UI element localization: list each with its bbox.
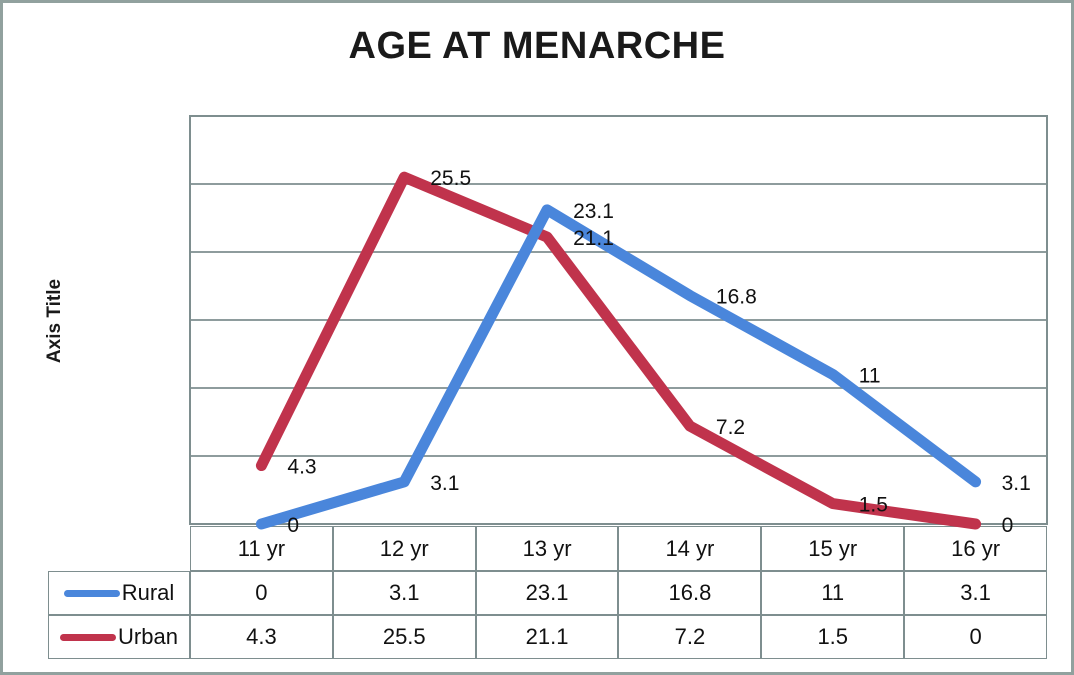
data-label-urban-4: 1.5 bbox=[859, 494, 888, 517]
category-header-2: 13 yr bbox=[475, 526, 619, 571]
data-label-urban-2: 21.1 bbox=[573, 227, 614, 250]
table-cell-rural-2: 23.1 bbox=[475, 571, 619, 615]
data-label-rural-2: 23.1 bbox=[573, 200, 614, 223]
data-label-rural-4: 11 bbox=[859, 364, 881, 387]
table-cell-urban-0: 4.3 bbox=[190, 615, 333, 659]
table-corner-spacer bbox=[48, 526, 190, 571]
table-cell-urban-5: 0 bbox=[904, 615, 1047, 659]
category-header-3: 14 yr bbox=[618, 526, 762, 571]
series-line-rural bbox=[255, 204, 982, 530]
table-cell-rural-5: 3.1 bbox=[904, 571, 1047, 615]
table-cell-rural-3: 16.8 bbox=[618, 571, 762, 615]
data-label-rural-3: 16.8 bbox=[716, 286, 757, 309]
data-label-urban-3: 7.2 bbox=[716, 416, 745, 439]
category-header-4: 15 yr bbox=[761, 526, 905, 571]
table-cell-urban-4: 1.5 bbox=[761, 615, 905, 659]
data-label-rural-5: 3.1 bbox=[1002, 472, 1031, 495]
series-line-urban bbox=[255, 171, 982, 530]
category-header-5: 16 yr bbox=[904, 526, 1047, 571]
table-cell-rural-0: 0 bbox=[190, 571, 333, 615]
data-label-rural-1: 3.1 bbox=[430, 472, 459, 495]
data-label-urban-0: 4.3 bbox=[287, 456, 316, 479]
legend-swatch-rural-line-icon bbox=[63, 589, 120, 597]
legend-label-urban: Urban bbox=[118, 624, 178, 649]
data-table: 11 yr 12 yr 13 yr 14 yr 15 yr 16 yr Rural 0 3.1 2… bbox=[48, 526, 1047, 659]
legend-label-rural: Rural bbox=[121, 580, 175, 605]
table-cell-rural-4: 11 bbox=[761, 571, 905, 615]
data-label-urban-1: 25.5 bbox=[430, 167, 471, 190]
chart-title: AGE AT MENARCHE bbox=[348, 25, 726, 67]
table-cell-urban-2: 21.1 bbox=[475, 615, 619, 659]
legend-cell-rural: Rural bbox=[48, 571, 190, 615]
category-header-0: 11 yr bbox=[190, 526, 333, 571]
legend-swatch-urban-line-icon bbox=[60, 633, 117, 641]
table-cell-urban-3: 7.2 bbox=[618, 615, 762, 659]
legend-cell-urban: Urban bbox=[48, 615, 190, 659]
plot-border bbox=[189, 115, 1048, 525]
y-axis-title: Axis Title bbox=[44, 278, 65, 364]
table-cell-rural-1: 3.1 bbox=[332, 571, 476, 615]
category-header-1: 12 yr bbox=[332, 526, 476, 571]
table-cell-urban-1: 25.5 bbox=[332, 615, 476, 659]
